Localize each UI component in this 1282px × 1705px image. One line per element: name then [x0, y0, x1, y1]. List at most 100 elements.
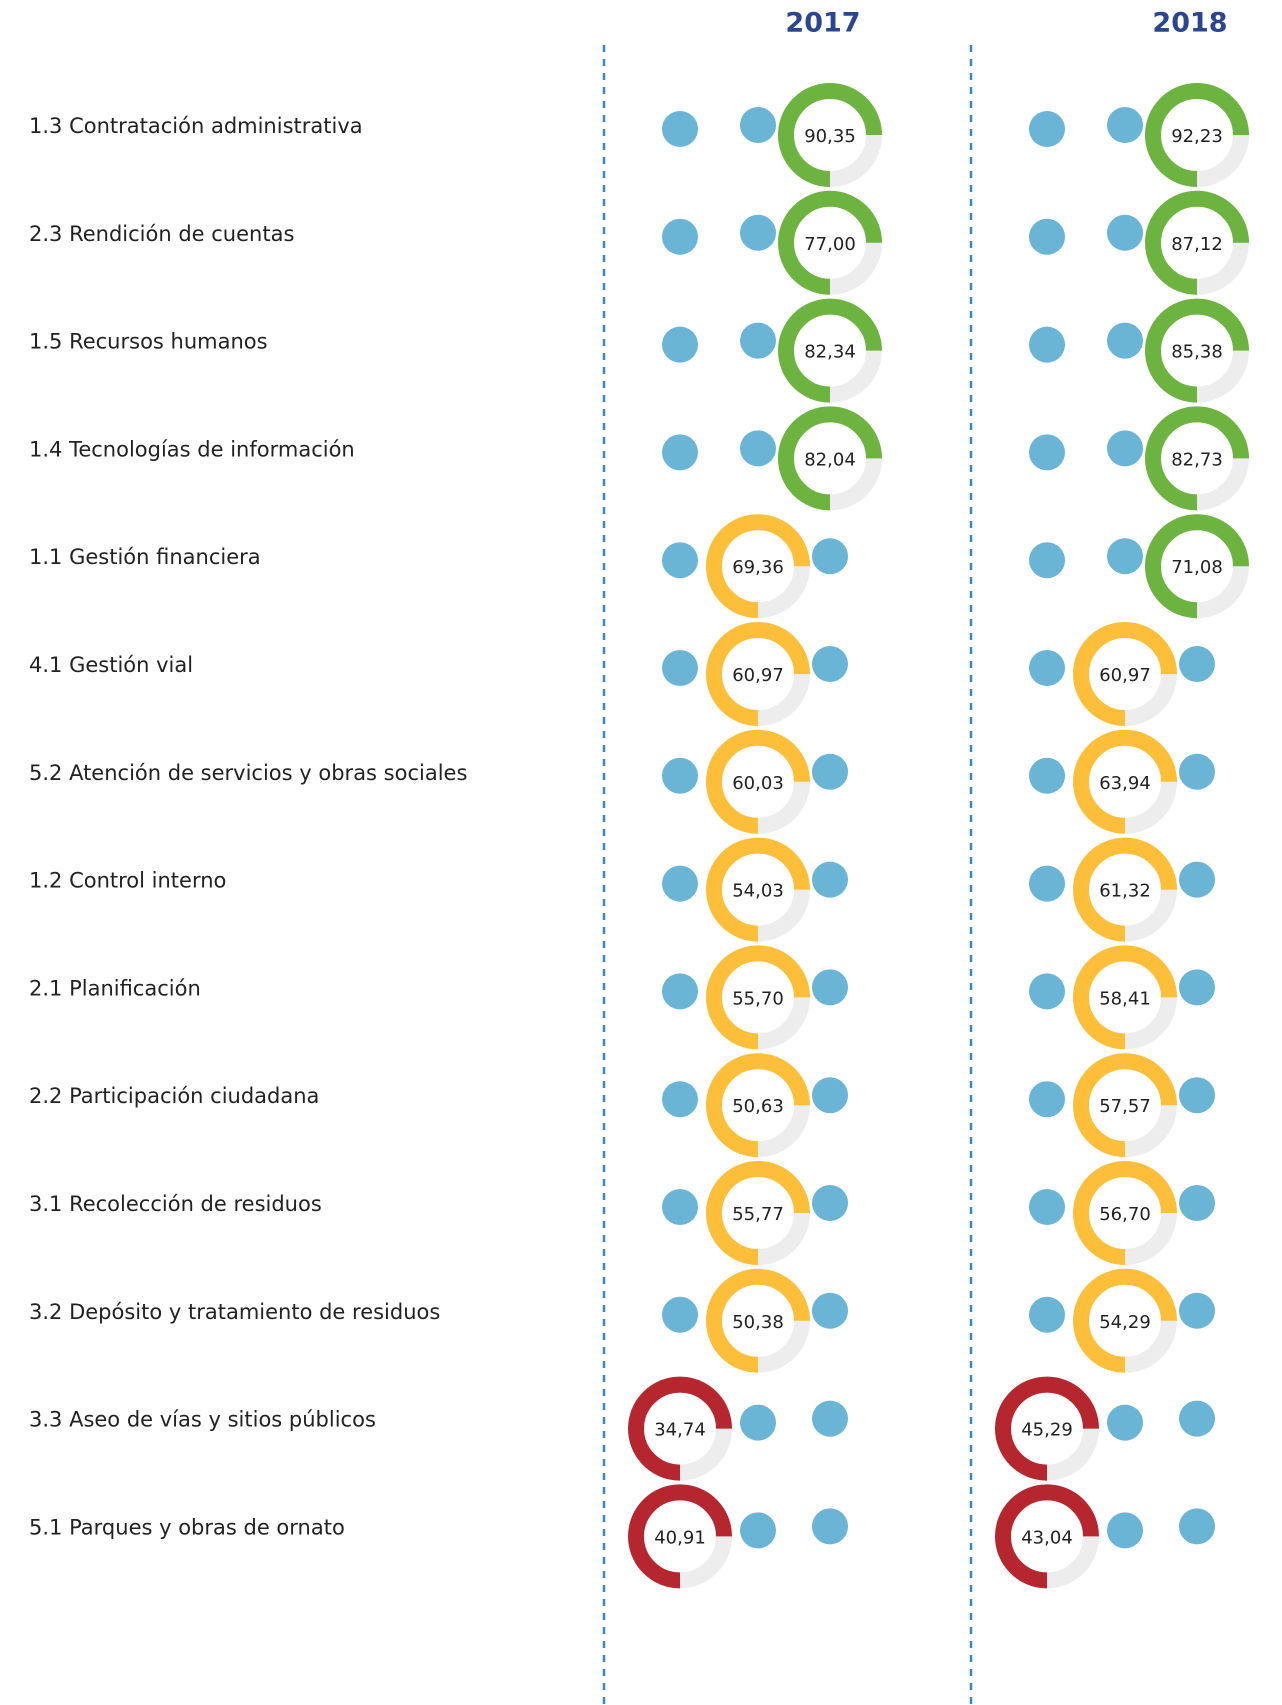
donut [706, 729, 810, 834]
dot [662, 650, 698, 686]
dot [812, 1185, 848, 1221]
donut-arc [706, 622, 810, 726]
dot [1029, 865, 1065, 902]
row-label: 2.1 Planificación [29, 976, 201, 1000]
dot [812, 1292, 848, 1329]
donut-value: 58,41 [1099, 988, 1151, 1009]
donut [706, 1161, 810, 1265]
donut [706, 622, 810, 726]
dot [662, 1081, 698, 1118]
donut [1073, 1161, 1177, 1265]
dot [662, 1189, 698, 1225]
row-label: 1.5 Recursos humanos [29, 330, 268, 354]
dot [662, 434, 698, 471]
dot [1029, 1189, 1065, 1225]
donut-value: 82,73 [1171, 449, 1223, 470]
dot [1179, 969, 1215, 1006]
donut-value: 61,32 [1099, 881, 1151, 902]
dot [812, 1508, 848, 1545]
dot [812, 969, 848, 1006]
dot [1179, 646, 1215, 682]
dot [812, 861, 848, 898]
year-header: 2017 [785, 8, 860, 39]
donut-arc [1145, 83, 1249, 187]
donut-value: 55,70 [732, 988, 784, 1009]
dot [1179, 861, 1215, 898]
donut-arc [995, 1376, 1099, 1481]
donut-arc [778, 83, 882, 187]
dot [662, 1296, 698, 1333]
donut [706, 945, 810, 1050]
dot [1029, 434, 1065, 471]
donut-arc [628, 1484, 732, 1589]
donut-arc [1073, 729, 1177, 834]
donut [778, 298, 882, 403]
donut-arc [706, 514, 810, 619]
donut [1145, 298, 1249, 403]
row-label: 2.2 Participación ciudadana [29, 1084, 319, 1108]
dot [1179, 1508, 1215, 1545]
donut [995, 1376, 1099, 1481]
row-label: 1.3 Contratación administrativa [29, 114, 363, 138]
donut [706, 514, 810, 619]
donut-arc [706, 1053, 810, 1158]
donut [1145, 514, 1249, 619]
donut [706, 1268, 810, 1373]
donut-arc [778, 190, 882, 295]
donut [628, 1484, 732, 1589]
donut-value: 54,29 [1099, 1312, 1151, 1333]
donut-arc [1073, 837, 1177, 942]
dot [1029, 1296, 1065, 1333]
donut-value: 56,70 [1099, 1204, 1151, 1225]
row-label: 4.1 Gestión vial [29, 653, 193, 677]
dot [812, 753, 848, 790]
dot [1107, 430, 1143, 467]
dot [812, 1077, 848, 1114]
dot [1107, 538, 1143, 575]
donut-value: 92,23 [1171, 126, 1223, 147]
row-label: 2.3 Rendición de cuentas [29, 222, 294, 246]
dot [1029, 757, 1065, 794]
donut-value: 82,04 [804, 449, 856, 470]
donut-arc [1073, 1053, 1177, 1158]
dot [740, 214, 776, 251]
donut [628, 1376, 732, 1481]
donut-value: 50,38 [732, 1312, 784, 1333]
dot [662, 757, 698, 794]
year-header: 2018 [1152, 8, 1227, 39]
donut-value: 82,34 [804, 342, 856, 363]
row-label: 3.2 Depósito y tratamiento de residuos [29, 1300, 440, 1324]
donut-arc [1145, 406, 1249, 511]
dot [740, 322, 776, 359]
dot [1107, 1404, 1143, 1441]
dot [1179, 1400, 1215, 1437]
donut [1145, 406, 1249, 511]
donut-arc [706, 945, 810, 1050]
dot [1107, 1512, 1143, 1549]
donut-value: 57,57 [1099, 1096, 1151, 1117]
donut [1073, 837, 1177, 942]
donut-value: 40,91 [654, 1527, 706, 1548]
donut-value: 34,74 [654, 1420, 706, 1441]
dot [740, 1512, 776, 1549]
donut-value: 50,63 [732, 1096, 784, 1117]
donut-value: 77,00 [804, 234, 856, 255]
donut [778, 83, 882, 187]
dot [812, 1400, 848, 1437]
donut-value: 54,03 [732, 881, 784, 902]
donut [1073, 622, 1177, 726]
dot [662, 973, 698, 1010]
donut-arc [1073, 945, 1177, 1050]
row-label: 3.3 Aseo de vías y sitios públicos [29, 1408, 376, 1432]
donut-value: 43,04 [1021, 1527, 1073, 1548]
donut-value: 71,08 [1171, 557, 1223, 578]
donut [778, 190, 882, 295]
donut [1145, 190, 1249, 295]
dot [1029, 218, 1065, 255]
dot [1029, 1081, 1065, 1118]
dot [1179, 1292, 1215, 1329]
dot [662, 326, 698, 363]
dot [740, 107, 776, 143]
dot [1179, 1185, 1215, 1221]
